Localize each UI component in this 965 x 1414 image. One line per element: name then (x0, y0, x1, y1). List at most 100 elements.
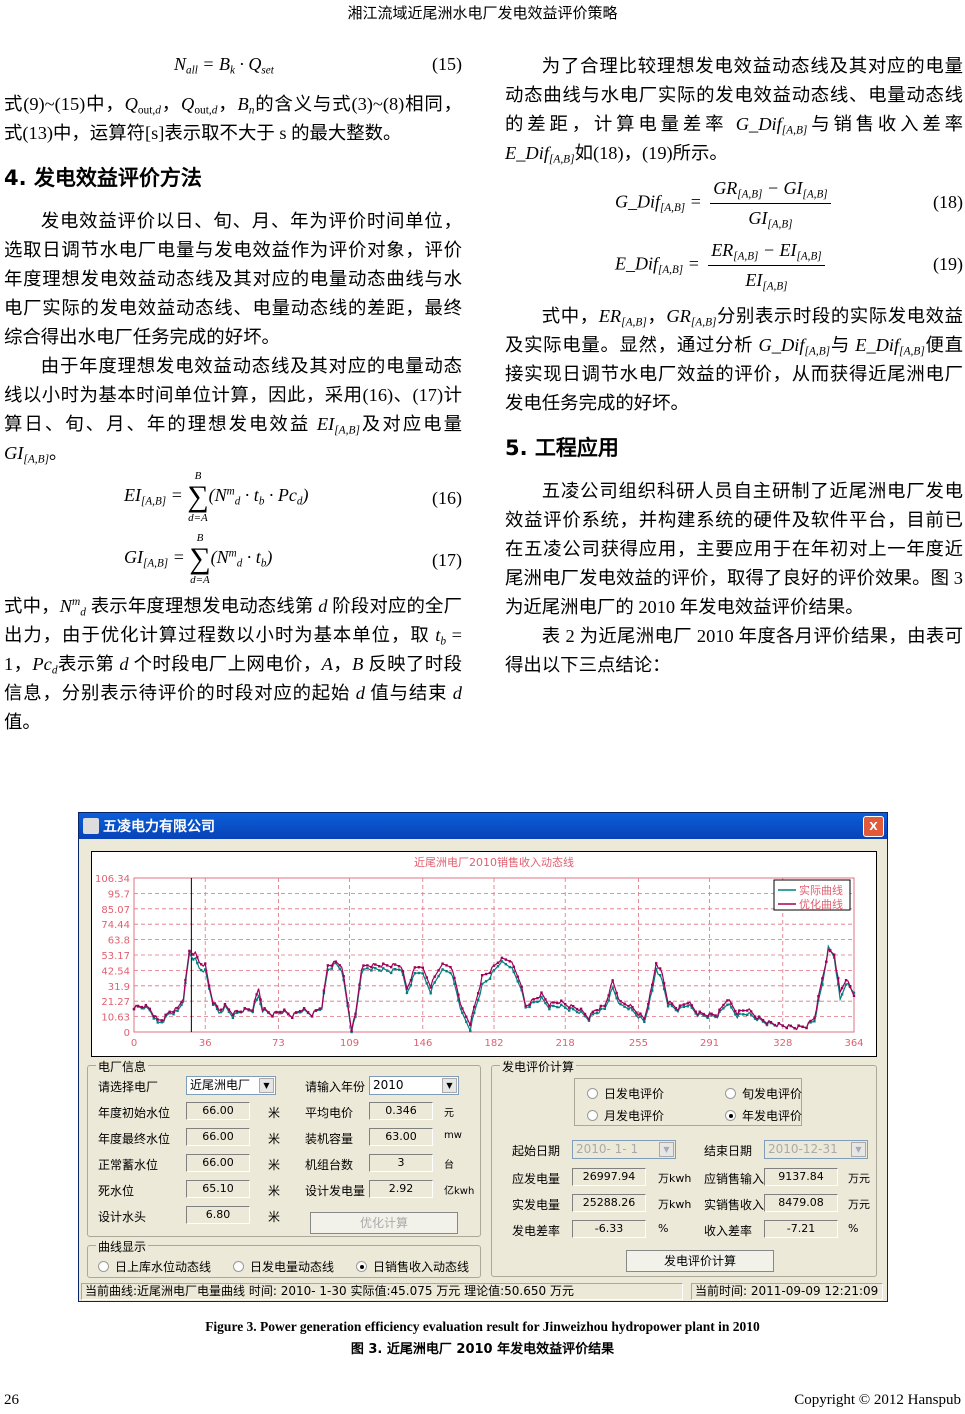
data-point (809, 1019, 812, 1023)
data-point (164, 1013, 167, 1017)
section-heading: 5. 工程应用 (505, 436, 619, 460)
data-point (710, 1012, 713, 1015)
data-point (314, 1009, 318, 1012)
data-point (678, 1004, 682, 1007)
design_head-field[interactable]: 6.80 (186, 1206, 250, 1224)
eval-option-radio[interactable]: 旬发电评价 (725, 1085, 802, 1102)
data-point (354, 1015, 357, 1018)
text-segment: 便直接实现日调节水电厂效益的评价，从而获得近尾洲电厂发电任务完成的好坏。 (505, 335, 963, 413)
chevron-down-icon[interactable]: ▼ (259, 1078, 274, 1093)
curve-option-radio[interactable]: 日销售收入动态线 (356, 1258, 469, 1275)
text-segment: [A,B] (804, 345, 831, 358)
year-select[interactable]: 2010 ▼ (369, 1076, 459, 1095)
data-point (833, 953, 836, 956)
curve-option-radio[interactable]: 日上库水位动态线 (98, 1258, 211, 1275)
evaluate-button[interactable]: 发电评价计算 (626, 1250, 774, 1272)
result-field[interactable]: -6.33 (572, 1220, 646, 1238)
radio-icon[interactable] (587, 1110, 598, 1121)
data-point (421, 966, 424, 969)
app-window-figure: 五凌电力有限公司 X 近尾洲电厂2010销售收入动态线 0 10.63 21.27 31… (78, 812, 888, 1302)
unit-label: 米 (268, 1132, 281, 1146)
dead_level-field[interactable]: 65.10 (186, 1180, 250, 1198)
end-date-select[interactable]: 2010-12-31 ▼ (764, 1140, 868, 1159)
final_level-field[interactable]: 66.00 (186, 1128, 250, 1146)
start-date-select[interactable]: 2010- 1- 1 ▼ (572, 1140, 676, 1159)
result-field[interactable]: 8479.08 (764, 1194, 838, 1212)
data-point (817, 999, 820, 1002)
section-heading: 4. 发电效益评价方法 (4, 166, 202, 190)
capacity-field[interactable]: 63.00 (369, 1128, 433, 1146)
data-point (512, 970, 515, 974)
plant-select[interactable]: 近尾洲电厂 ▼ (186, 1076, 276, 1095)
text-segment: m (71, 596, 81, 609)
data-point (184, 978, 187, 982)
text-segment: G_Dif (758, 335, 805, 355)
units-field[interactable]: 3 (369, 1154, 433, 1172)
eval-option-radio[interactable]: 日发电评价 (587, 1085, 664, 1102)
data-point (619, 1002, 622, 1006)
running-header: 湘江流域近尾洲水电厂发电效益评价策略 (347, 6, 618, 22)
normal_level-field[interactable]: 66.00 (186, 1154, 250, 1172)
window-title: 五凌电力有限公司 (103, 819, 215, 835)
data-point (508, 960, 512, 963)
data-point (666, 1002, 670, 1005)
text-segment: 阶段对应的全厂出力，由于优化计算过程数以小时为基本单位，取 (4, 596, 462, 645)
revenue-chart: 近尾洲电厂2010销售收入动态线 0 10.63 21.27 31.9 42.54 53.1… (91, 851, 877, 1057)
design_gen-field[interactable]: 2.92 (369, 1180, 433, 1198)
data-point (591, 1013, 595, 1016)
data-point (358, 983, 361, 986)
radio-icon[interactable] (98, 1261, 109, 1272)
data-point (694, 1012, 697, 1015)
data-point (567, 1009, 571, 1012)
close-button[interactable]: X (863, 816, 884, 837)
data-point (152, 1015, 155, 1018)
data-point (461, 1011, 464, 1015)
chevron-down-icon[interactable]: ▼ (659, 1142, 674, 1157)
radio-icon[interactable] (233, 1261, 245, 1272)
data-point (742, 1013, 745, 1016)
text-segment: d (318, 596, 328, 616)
avg_price-field[interactable]: 0.346 (369, 1102, 433, 1120)
curve-option-radio[interactable]: 日发电量动态线 (233, 1258, 334, 1275)
data-point (275, 1010, 278, 1014)
data-point (765, 1023, 769, 1027)
eval-option-radio[interactable]: 年发电评价 (725, 1107, 802, 1124)
data-point (548, 1005, 551, 1008)
result-field[interactable]: 26997.94 (572, 1168, 646, 1186)
data-point (777, 1022, 781, 1025)
chevron-down-icon[interactable]: ▼ (442, 1078, 457, 1093)
result-field[interactable]: 9137.84 (764, 1168, 838, 1186)
data-point (350, 1029, 353, 1033)
data-point (757, 1016, 761, 1020)
data-point (437, 974, 440, 978)
data-point (421, 972, 424, 975)
evaluation-group: 发电评价计算 日发电评价 旬发电评价 月发电评价 年发电评价 起始日期 2010- 1… (491, 1058, 877, 1277)
radio-icon[interactable] (725, 1110, 736, 1121)
data-point (840, 993, 844, 996)
data-point (326, 964, 330, 967)
result-field[interactable]: -7.21 (764, 1220, 838, 1238)
text-segment: 式(9)~(15)中， (4, 94, 125, 114)
data-point (480, 982, 484, 986)
text-segment: d (452, 683, 462, 703)
chevron-down-icon[interactable]: ▼ (851, 1142, 866, 1157)
data-point (710, 1014, 713, 1017)
data-point (651, 989, 654, 992)
data-point (544, 1001, 547, 1005)
data-point (354, 1012, 357, 1015)
data-point (662, 982, 666, 985)
data-point (773, 1023, 777, 1027)
data-point (488, 971, 492, 975)
optimize-button[interactable]: 优化计算 (310, 1212, 458, 1234)
radio-icon[interactable] (356, 1261, 368, 1272)
radio-icon[interactable] (725, 1088, 736, 1099)
eval-option-radio[interactable]: 月发电评价 (587, 1107, 664, 1124)
data-point (393, 963, 397, 966)
data-point (627, 1007, 630, 1011)
text-segment: [A,B] (23, 453, 50, 466)
text-segment: b (440, 635, 447, 648)
radio-icon[interactable] (587, 1088, 598, 1099)
data-point (176, 1006, 179, 1010)
init_level-field[interactable]: 66.00 (186, 1102, 250, 1120)
result-field[interactable]: 25288.26 (572, 1194, 646, 1212)
